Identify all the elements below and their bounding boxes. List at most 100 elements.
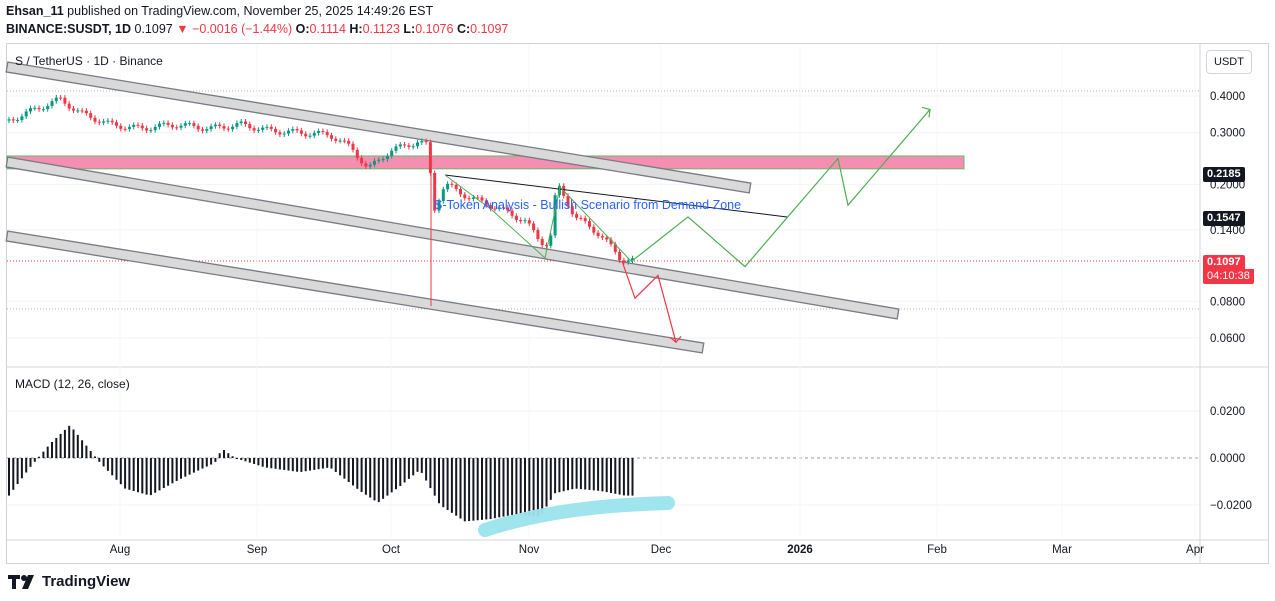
candle-up	[368, 164, 372, 167]
candle-down	[72, 108, 75, 111]
demand-zone	[6, 155, 965, 170]
macd-bar	[618, 458, 621, 495]
candle-down	[618, 251, 622, 261]
candle-up	[76, 110, 80, 112]
candle-down	[570, 206, 574, 215]
candle-up	[46, 105, 50, 110]
macd-bar	[622, 458, 625, 496]
macd-bar	[20, 458, 23, 479]
macd-bar	[476, 458, 479, 521]
candle-down	[502, 207, 505, 209]
macd-bar	[597, 458, 600, 491]
macd-bar	[16, 458, 19, 485]
macd-bar	[377, 458, 380, 503]
macd-bar	[46, 446, 49, 458]
macd-bar	[498, 458, 501, 518]
candle-up	[338, 140, 342, 142]
candle-down	[463, 194, 467, 199]
macd-bar	[360, 458, 363, 492]
candle-down	[119, 125, 123, 129]
macd-bar	[536, 458, 539, 517]
candle-down	[201, 129, 204, 131]
time-tick-label: 2026	[787, 544, 813, 556]
candle-down	[321, 131, 325, 133]
channel-lines	[5, 61, 900, 354]
candle-down	[592, 226, 596, 233]
tradingview-logo[interactable]: TradingView	[8, 573, 130, 590]
macd-bar	[175, 458, 178, 481]
macd-bar	[420, 458, 423, 473]
last-price: 0.1097	[134, 22, 173, 36]
macd-bar	[446, 458, 449, 511]
macd-bar	[205, 458, 208, 467]
macd-tick-label: 0.0200	[1210, 406, 1245, 418]
candle-up	[54, 97, 58, 102]
macd-bar	[287, 458, 290, 471]
macd-bar	[201, 458, 204, 469]
candle-down	[489, 205, 493, 209]
candle-down	[467, 198, 471, 200]
macd-bar	[339, 458, 342, 476]
change-arrow-icon: ▼	[176, 22, 189, 36]
candle-down	[532, 223, 536, 231]
candle-down	[248, 124, 252, 129]
candle-down	[600, 236, 604, 238]
macd-bar	[395, 458, 397, 490]
candle-down	[514, 215, 518, 220]
macd-bar	[515, 458, 518, 515]
candle-down	[136, 124, 140, 126]
price-tick-label: 0.2000	[1210, 179, 1245, 191]
time-tick-label: Feb	[927, 544, 947, 556]
candle-up	[265, 126, 269, 128]
candle-down	[278, 132, 282, 135]
macd-bar	[72, 429, 75, 458]
macd-bar	[313, 458, 316, 470]
candle-up	[188, 123, 192, 125]
candle-up	[158, 123, 161, 127]
candles	[7, 95, 634, 307]
macd-bar	[244, 458, 247, 462]
macd-bar	[416, 458, 419, 472]
candle-up	[282, 133, 286, 135]
candle-down	[527, 220, 531, 224]
macd-bar	[334, 458, 337, 472]
price-tick-label: 0.0600	[1210, 333, 1245, 345]
candle-up	[102, 121, 106, 123]
macd-bar	[231, 456, 234, 458]
macd-bar	[610, 458, 612, 493]
candle-down	[613, 244, 617, 252]
candle-down	[97, 121, 101, 123]
candle-up	[213, 124, 217, 127]
candle-down	[89, 113, 93, 118]
macd-bar	[184, 458, 187, 477]
candle-up	[20, 116, 24, 120]
macd-bar	[592, 458, 595, 491]
candle-down	[540, 239, 544, 246]
macd-bar	[214, 458, 217, 462]
price-tick-label: 0.1400	[1210, 225, 1245, 237]
author-name[interactable]: Ehsan_11	[6, 4, 64, 18]
time-tick-label: Dec	[651, 544, 672, 556]
candle-down	[170, 124, 174, 128]
candle-down	[433, 172, 437, 211]
macd-bar	[270, 458, 273, 469]
bullish-arrowhead-icon	[921, 106, 931, 118]
candle-up	[183, 123, 187, 126]
candle-down	[493, 208, 497, 210]
footer-brand: TradingView	[42, 573, 131, 590]
macd-bar	[68, 425, 71, 458]
candle-down	[244, 121, 247, 125]
macd-bar	[425, 458, 428, 481]
macd-bar	[235, 458, 238, 459]
currency-button[interactable]: USDT	[1206, 50, 1252, 74]
macd-bar	[541, 458, 544, 514]
macd-bar	[111, 458, 114, 476]
candle-up	[106, 120, 110, 122]
macd-bar	[106, 458, 109, 471]
macd-bar	[81, 440, 84, 458]
macd-bar	[218, 453, 221, 458]
candle-up	[235, 123, 239, 127]
macd-bar	[481, 458, 483, 520]
macd-histogram	[8, 425, 675, 537]
